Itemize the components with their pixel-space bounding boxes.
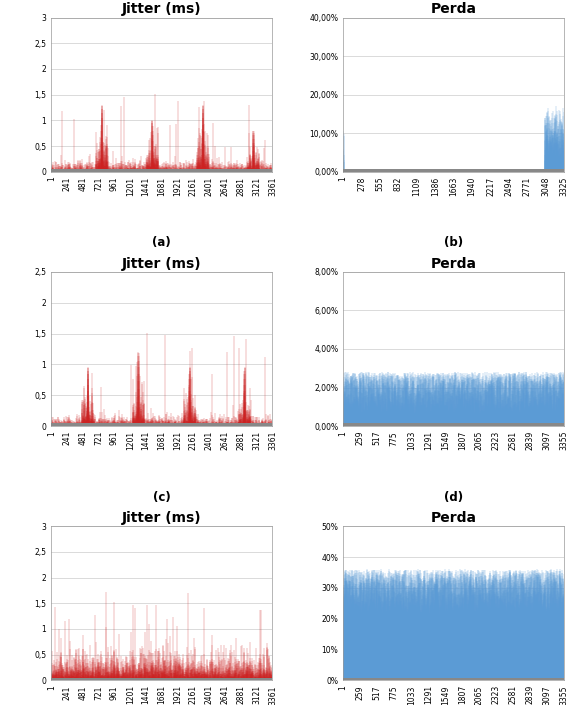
Bar <box>343 169 564 172</box>
Text: (b): (b) <box>444 236 463 250</box>
Bar <box>343 423 564 426</box>
Title: Perda: Perda <box>431 2 477 16</box>
Bar <box>51 423 272 426</box>
Text: (a): (a) <box>153 236 171 250</box>
Title: Perda: Perda <box>431 257 477 271</box>
Title: Jitter (ms): Jitter (ms) <box>122 2 202 16</box>
Title: Jitter (ms): Jitter (ms) <box>122 511 202 525</box>
Title: Perda: Perda <box>431 511 477 525</box>
Text: (d): (d) <box>444 491 463 504</box>
Title: Jitter (ms): Jitter (ms) <box>122 257 202 271</box>
Bar <box>343 678 564 680</box>
Bar <box>51 169 272 172</box>
Bar <box>51 678 272 680</box>
Text: (c): (c) <box>153 491 171 504</box>
